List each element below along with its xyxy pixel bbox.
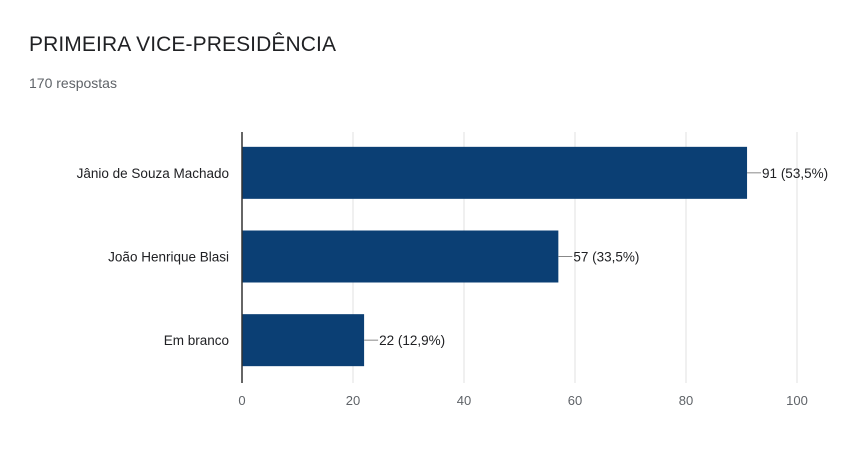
x-tick-label: 20	[346, 393, 360, 408]
bar	[242, 314, 365, 367]
data-label: 22 (12,9%)	[379, 333, 445, 348]
response-count: 170 respostas	[29, 75, 117, 91]
x-tick-label: 60	[568, 393, 582, 408]
data-label: 91 (53,5%)	[762, 166, 828, 181]
category-label: João Henrique Blasi	[108, 250, 229, 265]
chart-title: PRIMEIRA VICE-PRESIDÊNCIA	[29, 33, 337, 56]
bar	[242, 146, 748, 199]
labels: 0 20 40 60 80 100 Jânio de Souza Machado 91 (53…	[77, 166, 828, 408]
bar	[242, 230, 559, 283]
bars	[242, 146, 748, 367]
x-tick-label: 0	[238, 393, 245, 408]
category-label: Em branco	[164, 333, 229, 348]
x-tick-label: 100	[786, 393, 808, 408]
x-tick-label: 80	[679, 393, 693, 408]
x-tick-label: 40	[457, 393, 471, 408]
category-label: Jânio de Souza Machado	[77, 166, 229, 181]
data-label: 57 (33,5%)	[573, 250, 639, 265]
